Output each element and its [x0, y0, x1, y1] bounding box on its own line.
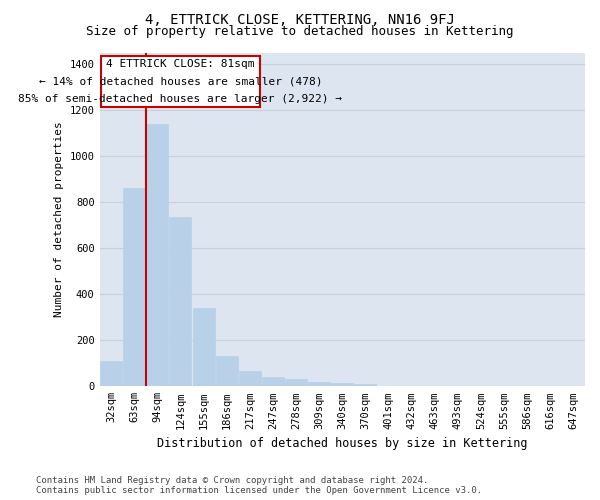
Y-axis label: Number of detached properties: Number of detached properties	[54, 122, 64, 318]
Bar	[193, 308, 215, 386]
Bar	[285, 380, 307, 386]
Text: 4 ETTRICK CLOSE: 81sqm: 4 ETTRICK CLOSE: 81sqm	[106, 59, 254, 69]
Text: 4, ETTRICK CLOSE, KETTERING, NN16 9FJ: 4, ETTRICK CLOSE, KETTERING, NN16 9FJ	[145, 12, 455, 26]
Text: ← 14% of detached houses are smaller (478): ← 14% of detached houses are smaller (47…	[38, 76, 322, 86]
Text: 85% of semi-detached houses are larger (2,922) →: 85% of semi-detached houses are larger (…	[19, 94, 343, 104]
Bar	[146, 124, 168, 386]
Text: Size of property relative to detached houses in Kettering: Size of property relative to detached ho…	[86, 25, 514, 38]
Text: Contains HM Land Registry data © Crown copyright and database right 2024.
Contai: Contains HM Land Registry data © Crown c…	[36, 476, 482, 495]
FancyBboxPatch shape	[101, 56, 260, 106]
Bar	[308, 382, 330, 386]
Bar	[239, 372, 261, 386]
Bar	[123, 188, 145, 386]
Bar	[215, 356, 238, 386]
X-axis label: Distribution of detached houses by size in Kettering: Distribution of detached houses by size …	[157, 437, 527, 450]
Bar	[331, 383, 353, 386]
Bar	[355, 384, 376, 386]
Bar	[262, 377, 284, 386]
Bar	[169, 217, 191, 386]
Bar	[100, 361, 122, 386]
